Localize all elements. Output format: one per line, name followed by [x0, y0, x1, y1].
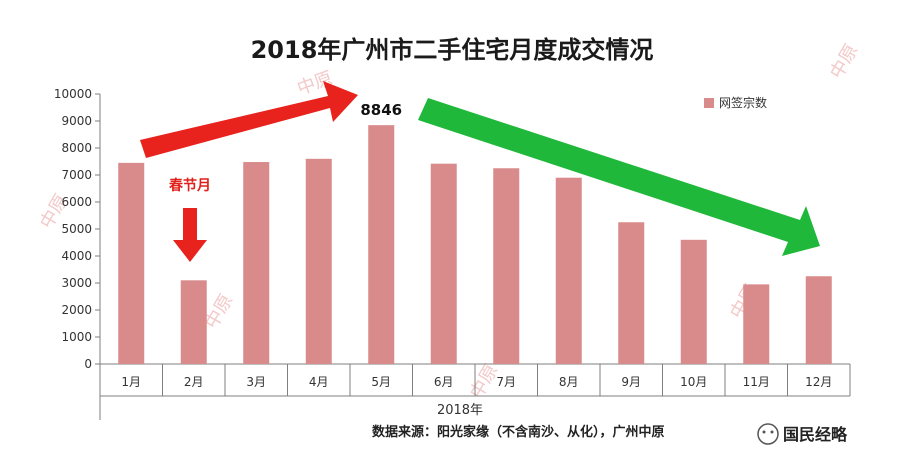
y-tick-label: 5000: [61, 222, 92, 236]
brand-badge: 国民经略: [757, 423, 848, 445]
x-tick-label: 12月: [805, 375, 832, 389]
legend-swatch: [704, 98, 714, 108]
source-text: 数据来源：阳光家缘（不含南沙、从化），广州中原: [372, 424, 665, 440]
bar: [680, 239, 707, 364]
bar: [243, 162, 270, 364]
peak-value-label: 8846: [360, 101, 402, 119]
y-tick-label: 2000: [61, 303, 92, 317]
x-tick-label: 3月: [246, 375, 266, 389]
y-tick-label: 4000: [61, 249, 92, 263]
bar: [493, 168, 520, 364]
y-tick-label: 0: [84, 357, 92, 371]
bar: [305, 158, 332, 364]
spring-festival-label: 春节月: [168, 177, 211, 194]
x-tick-label: 2月: [184, 375, 204, 389]
x-tick-label: 7月: [496, 375, 516, 389]
x-tick-label: 6月: [434, 375, 454, 389]
x-tick-label: 8月: [559, 375, 579, 389]
brand-name: 国民经略: [783, 425, 848, 444]
y-tick-label: 3000: [61, 276, 92, 290]
bar: [430, 163, 457, 364]
y-tick-label: 10000: [54, 87, 92, 101]
x-tick-label: 5月: [371, 375, 391, 389]
bar: [180, 280, 207, 364]
legend: 网签宗数: [704, 95, 767, 110]
axes: [99, 94, 851, 420]
up-trend-arrow: [140, 81, 358, 158]
legend-label: 网签宗数: [719, 95, 767, 110]
y-tick-label: 1000: [61, 330, 92, 344]
y-tick-label: 6000: [61, 195, 92, 209]
bar: [805, 276, 832, 364]
y-tick-label: 7000: [61, 168, 92, 182]
x-axis-label: 2018年: [437, 403, 483, 418]
bar: [618, 222, 645, 364]
chart-title: 2018年广州市二手住宅月度成交情况: [251, 36, 654, 64]
bar: [555, 177, 582, 364]
bars: [118, 125, 832, 365]
y-tick-label: 9000: [61, 114, 92, 128]
spring-festival-arrow-icon: [173, 208, 207, 262]
bar: [368, 125, 395, 365]
x-axis-categories: 1月 2月 3月 4月 5月 6月 7月 8月 9月 10月 11月 12月: [121, 375, 832, 389]
x-tick-label: 10月: [680, 375, 707, 389]
bar: [118, 162, 145, 364]
bar: [743, 284, 770, 364]
x-tick-label: 9月: [621, 375, 641, 389]
y-axis-ticks: 0 1000 2000 3000 4000 5000 6000 7000 8000 9000 100…: [54, 87, 100, 371]
x-tick-label: 11月: [743, 375, 770, 389]
y-tick-label: 8000: [61, 141, 92, 155]
x-tick-label: 1月: [121, 375, 141, 389]
x-tick-label: 4月: [309, 375, 329, 389]
wechat-icon: [757, 423, 779, 445]
watermark-text: 中原: [826, 41, 862, 83]
down-trend-arrow: [418, 98, 820, 256]
